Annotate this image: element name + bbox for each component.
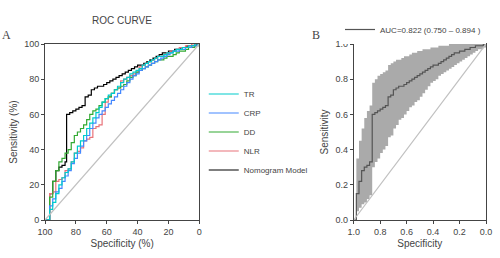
svg-text:Sensitivity (%): Sensitivity (%) [8,100,19,163]
svg-text:0.4: 0.4 [427,227,440,237]
svg-text:0.8: 0.8 [374,227,387,237]
svg-text:Sensitivity: Sensitivity [319,109,330,154]
svg-text:100: 100 [37,227,52,237]
svg-text:20: 20 [29,180,39,190]
svg-text:0.2: 0.2 [335,180,348,190]
svg-text:Specificity (%): Specificity (%) [90,238,153,249]
svg-text:A: A [2,28,11,42]
svg-text:B: B [312,28,320,42]
svg-text:40: 40 [133,227,143,237]
svg-text:CRP: CRP [244,109,261,118]
svg-text:0.0: 0.0 [480,227,493,237]
svg-text:0.0: 0.0 [335,215,348,225]
svg-text:0.4: 0.4 [335,145,348,155]
svg-text:0: 0 [197,227,202,237]
svg-text:1.0: 1.0 [335,39,348,50]
svg-text:100: 100 [24,39,39,49]
svg-text:1.0: 1.0 [347,227,360,237]
svg-text:0.6: 0.6 [335,110,348,120]
svg-text:AUC=0.822 (0.750 – 0.894 ): AUC=0.822 (0.750 – 0.894 ) [380,26,481,35]
svg-text:0.8: 0.8 [335,74,348,84]
svg-text:DD: DD [244,128,256,137]
svg-text:Specificity: Specificity [397,238,442,249]
svg-text:0.6: 0.6 [400,227,413,237]
svg-text:80: 80 [71,227,81,237]
svg-text:Nomogram Model: Nomogram Model [244,166,308,175]
svg-text:NLR: NLR [244,147,260,156]
svg-text:60: 60 [102,227,112,237]
svg-text:20: 20 [163,227,173,237]
svg-text:TR: TR [244,90,255,99]
svg-text:0.2: 0.2 [453,227,466,237]
svg-text:80: 80 [29,74,39,84]
svg-text:ROC CURVE: ROC CURVE [92,15,152,26]
svg-text:60: 60 [29,110,39,120]
svg-text:40: 40 [29,145,39,155]
svg-text:0: 0 [34,215,39,225]
